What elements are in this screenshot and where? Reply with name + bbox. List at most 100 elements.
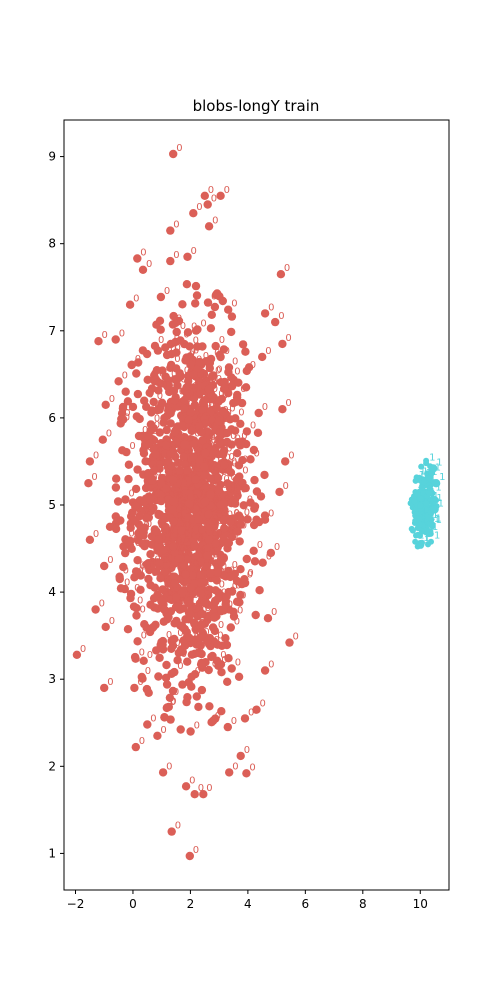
blob-point [155, 653, 164, 662]
blob-point [209, 371, 218, 380]
blob-point [168, 320, 178, 329]
blob-point [249, 445, 259, 455]
data-point-label: 0 [224, 185, 230, 196]
blob-point-label: 1 [419, 470, 425, 481]
blob-point-label: 0 [231, 459, 237, 470]
blob-point [146, 581, 155, 590]
blob-point-label: 0 [217, 631, 223, 642]
blob-point [255, 586, 264, 595]
blob-point-label: 1 [434, 514, 440, 525]
data-point-0 [276, 270, 286, 279]
data-point-label: 0 [249, 762, 255, 773]
data-point-label: 0 [107, 555, 113, 566]
blob-point-label: 1 [421, 494, 427, 505]
data-point-label: 0 [99, 599, 105, 610]
blob-point [155, 405, 164, 414]
blob-point-label: 0 [242, 454, 248, 465]
blob-point [178, 680, 187, 689]
blob-point [160, 567, 169, 576]
data-point-label: 0 [271, 607, 277, 618]
blob-point-label: 0 [195, 666, 201, 677]
data-point-0 [94, 337, 103, 346]
blob-point-label: 0 [214, 348, 220, 359]
y-tick-label: 8 [48, 237, 56, 251]
data-point-0 [252, 705, 261, 714]
blob-point-label: 0 [203, 351, 209, 362]
blob-point-label: 0 [227, 599, 233, 610]
blob-point-label: 0 [216, 478, 222, 489]
blob-point [213, 594, 223, 603]
blob-point-label: 0 [250, 420, 256, 431]
blob-point [169, 386, 179, 396]
blob-point-label: 0 [175, 343, 181, 354]
blob-point-label: 0 [232, 560, 238, 571]
blob-point [156, 574, 165, 583]
blob-point-label: 0 [220, 650, 226, 661]
blob-point-label: 0 [126, 397, 132, 408]
blob-point-label: 1 [429, 499, 435, 510]
blob-point-label: 0 [128, 528, 134, 539]
blob-point [426, 485, 433, 492]
blob-point [240, 578, 250, 588]
data-point-label: 0 [107, 677, 113, 688]
blob-point [214, 396, 224, 405]
data-point-0 [100, 561, 109, 571]
blob-point-label: 1 [436, 515, 442, 526]
blob-point [227, 327, 236, 337]
blob-point-label: 0 [166, 539, 172, 550]
data-point-0 [153, 731, 162, 740]
data-point-0 [266, 548, 276, 558]
blob-point [429, 523, 436, 530]
blob-point-label: 0 [180, 519, 186, 530]
blob-point [122, 447, 131, 457]
data-point-label: 0 [208, 185, 214, 196]
blob-point [185, 499, 194, 509]
blob-point [170, 634, 179, 644]
blob-point [425, 514, 432, 521]
blob-point-label: 0 [164, 286, 170, 297]
blob-point-label: 0 [231, 457, 237, 468]
blob-point [212, 403, 221, 413]
blob-point-label: 0 [170, 344, 176, 355]
blob-point [221, 600, 230, 609]
blob-point-label: 0 [235, 581, 241, 592]
blob-point [126, 523, 135, 532]
blob-point-label: 0 [149, 488, 155, 499]
data-point-label: 0 [93, 529, 99, 540]
blob-point-label: 0 [218, 389, 224, 400]
y-tick-label: 7 [48, 324, 56, 338]
blob-point-label: 0 [179, 431, 185, 442]
blob-point [177, 421, 187, 430]
blob-point-label: 0 [192, 627, 198, 638]
y-tick-label: 9 [48, 150, 56, 164]
blob-point [201, 419, 210, 428]
blob-point [211, 539, 221, 548]
blob-point [187, 672, 196, 681]
blob-point-label: 0 [174, 638, 180, 649]
data-point-label: 1 [432, 522, 438, 533]
blob-point [158, 585, 167, 594]
blob-point [241, 347, 250, 356]
blob-point [202, 544, 212, 553]
blob-point-label: 0 [194, 428, 200, 439]
blob-point [178, 300, 187, 309]
blob-point-label: 0 [137, 596, 143, 607]
blob-point [170, 396, 179, 405]
blob-point [210, 302, 220, 312]
data-point-label: 0 [283, 481, 289, 492]
blob-point [207, 718, 216, 727]
blob-point [193, 342, 202, 351]
blob-point [425, 475, 432, 482]
blob-point [210, 613, 219, 622]
blob-point [251, 610, 260, 620]
data-point-0 [101, 622, 110, 632]
data-point-0 [203, 200, 212, 209]
blob-point-label: 0 [220, 553, 226, 564]
blob-point [227, 587, 237, 596]
blob-point-label: 0 [146, 519, 152, 530]
blob-point [186, 408, 195, 417]
blob-point [172, 327, 181, 337]
blob-point [423, 506, 429, 513]
blob-point-label: 0 [176, 536, 182, 547]
